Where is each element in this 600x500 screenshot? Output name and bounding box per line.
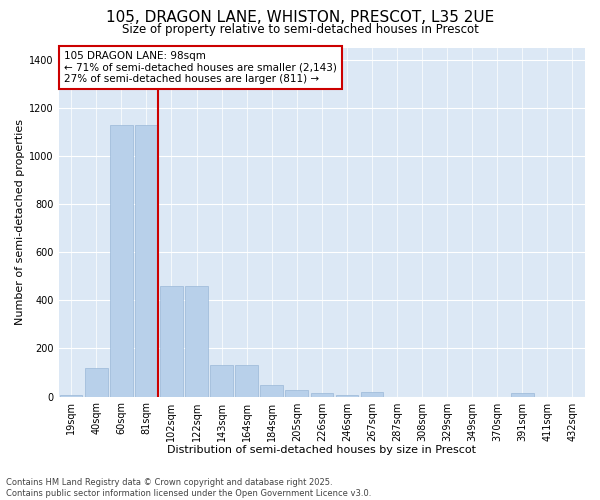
Text: Contains HM Land Registry data © Crown copyright and database right 2025.
Contai: Contains HM Land Registry data © Crown c…: [6, 478, 371, 498]
Bar: [235, 365, 258, 396]
Bar: [185, 286, 208, 397]
Text: 105, DRAGON LANE, WHISTON, PRESCOT, L35 2UE: 105, DRAGON LANE, WHISTON, PRESCOT, L35 …: [106, 10, 494, 25]
Bar: [160, 286, 183, 397]
Text: Size of property relative to semi-detached houses in Prescot: Size of property relative to semi-detach…: [122, 22, 478, 36]
Text: 105 DRAGON LANE: 98sqm
← 71% of semi-detached houses are smaller (2,143)
27% of : 105 DRAGON LANE: 98sqm ← 71% of semi-det…: [64, 51, 337, 84]
Bar: [85, 368, 107, 396]
Bar: [361, 392, 383, 396]
Bar: [110, 124, 133, 396]
Bar: [286, 390, 308, 396]
Bar: [260, 385, 283, 396]
Bar: [210, 365, 233, 396]
Bar: [311, 393, 333, 396]
Bar: [511, 393, 533, 396]
Bar: [135, 124, 158, 396]
Y-axis label: Number of semi-detached properties: Number of semi-detached properties: [15, 119, 25, 325]
X-axis label: Distribution of semi-detached houses by size in Prescot: Distribution of semi-detached houses by …: [167, 445, 476, 455]
